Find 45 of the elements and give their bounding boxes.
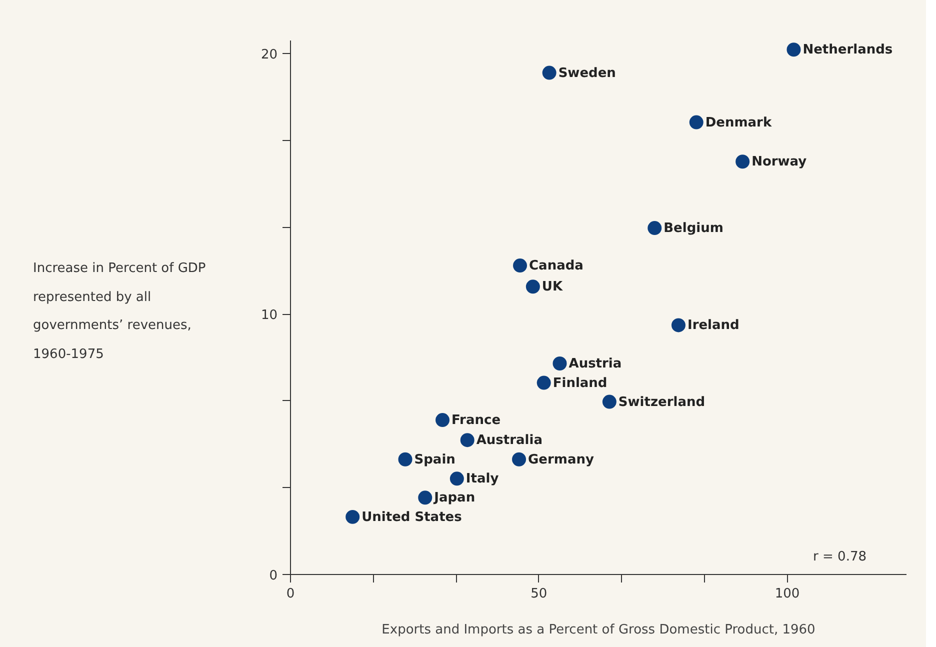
annotation: France (452, 413, 501, 428)
annotation: Belgium (664, 221, 724, 236)
point (648, 221, 662, 236)
annotation: Japan (433, 490, 476, 506)
annotation: Denmark (705, 115, 772, 130)
point (736, 154, 750, 169)
point (552, 356, 567, 370)
x-tick-label: 100 (774, 586, 800, 602)
annotation: Austria (568, 356, 622, 372)
annotation: Sweden (558, 66, 616, 81)
point (602, 394, 616, 409)
point (513, 258, 528, 273)
point (542, 66, 556, 80)
y-tick-label: 0 (269, 568, 278, 584)
point (689, 115, 704, 130)
y-tick-label: 20 (260, 48, 278, 63)
annotation: Norway (752, 154, 808, 170)
point (436, 413, 450, 428)
annotation: Spain (414, 452, 456, 468)
annotation: Canada (529, 258, 584, 274)
annotation: Italy (466, 472, 500, 487)
annotation: United States (362, 510, 462, 525)
annotation: Switzerland (618, 394, 706, 410)
annotation: Finland (552, 376, 608, 391)
point (536, 376, 551, 390)
point (398, 452, 412, 466)
point (671, 318, 686, 332)
point (786, 42, 801, 57)
x-tick-label: 50 (530, 586, 548, 602)
annotation: Ireland (687, 318, 740, 334)
x-axis-title: Exports and Imports as a Percent of Gross Domestic Product, 1960 (382, 622, 816, 638)
annotation: r = 0.78 (813, 550, 867, 564)
annotation: Germany (528, 452, 594, 468)
y-tick-label: 10 (260, 308, 278, 324)
annotation: UK (542, 280, 564, 295)
x-tick-label: 0 (286, 586, 295, 602)
point (526, 280, 540, 294)
point (460, 433, 474, 448)
annotation: Australia (476, 433, 542, 448)
point (512, 452, 526, 466)
annotation: Netherlands (802, 42, 893, 58)
point (346, 510, 360, 524)
point (450, 472, 464, 486)
y-axis-title: Increase in Percent of GDP represented by all governments’ revenues, 1960-1975 (33, 260, 207, 364)
point (418, 490, 432, 505)
